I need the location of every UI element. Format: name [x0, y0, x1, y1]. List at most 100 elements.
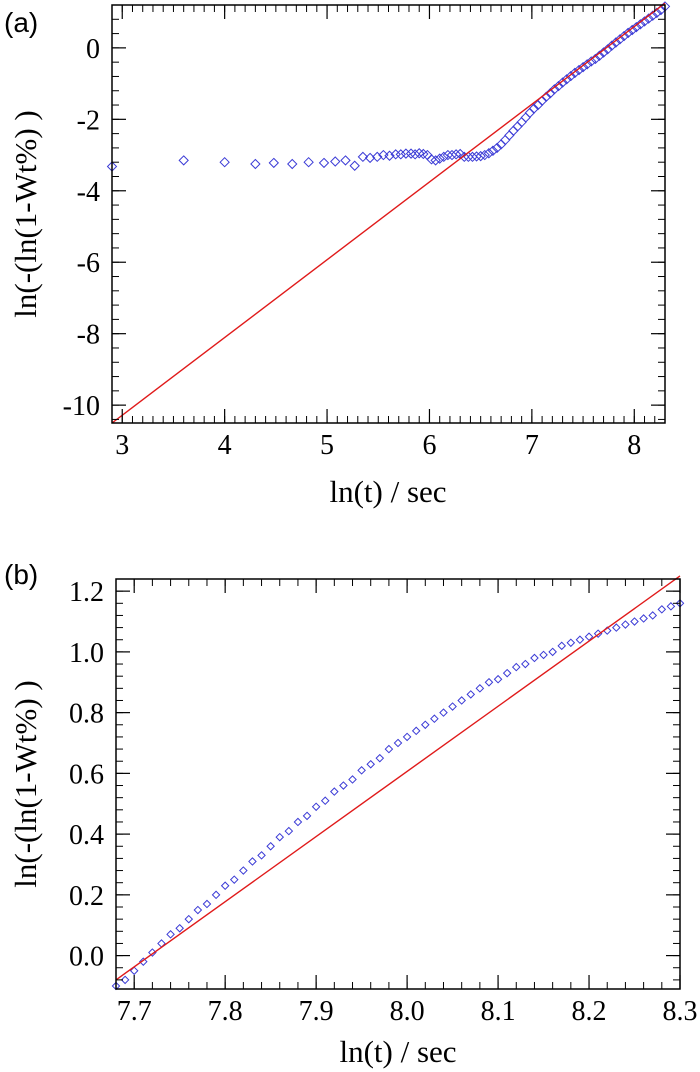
panel-b-data-point	[384, 744, 394, 754]
panel-b-data-point	[293, 817, 303, 827]
panel-b-data-point	[393, 738, 403, 748]
panel-a-data-point	[549, 84, 560, 95]
panel-a-data-point	[219, 156, 230, 168]
panel-b-data-point	[129, 966, 139, 976]
panel-b-data-point	[330, 787, 339, 796]
panel-b-ticks: 7.7 7.8 7.9 8.0 8.1 8.2 8.3 1.2 1.0 0.8 0.6 0.4 0.2 0…	[69, 577, 698, 1027]
panel-a-data-point	[577, 61, 589, 73]
panel-a-data-point	[303, 156, 314, 168]
panel-b-data-point	[211, 890, 221, 900]
panel-b-data-point	[575, 635, 585, 645]
y-tick-label: 0.2	[69, 881, 104, 912]
panel-a-data-point	[378, 149, 389, 161]
panel-a-data-point	[395, 149, 406, 160]
panel-b-data-point	[239, 866, 248, 875]
y-tick-label: -2	[77, 105, 100, 136]
panel-a: (a) 3 4 5 6 7 8 0 -2 -4 -6 -8 -10 ln(t) / sec ln(-(…	[4, 1, 671, 509]
panel-a-data-point	[606, 40, 617, 51]
y-tick-label: -4	[77, 177, 100, 208]
panel-a-data-point	[446, 149, 458, 161]
panel-a-data-point	[602, 44, 613, 55]
panel-b-data-point	[375, 753, 385, 763]
x-tick-label: 8.2	[572, 996, 607, 1027]
panel-a-data-point	[508, 125, 519, 136]
panel-a-data-point	[590, 53, 601, 65]
x-tick-label: 7.8	[208, 996, 243, 1027]
x-tick-label: 6	[422, 430, 436, 461]
panel-b-data-point	[339, 781, 348, 790]
panel-a-data-point	[520, 112, 531, 123]
panel-b-marks	[111, 575, 685, 991]
panel-a-data-point	[414, 148, 425, 159]
y-tick-label: -8	[77, 320, 100, 351]
panel-a-data-point	[372, 151, 383, 163]
panel-a-data-point	[400, 148, 412, 159]
panel-b-data-point	[257, 851, 266, 860]
x-tick-label: 8.3	[663, 996, 698, 1027]
panel-b-data-point	[430, 714, 439, 724]
panel-b-xlabel: ln(t) / sec	[339, 1034, 456, 1069]
panel-a-data-point	[418, 148, 429, 160]
panel-a-data-point	[614, 34, 626, 45]
panel-b-data-point	[175, 923, 184, 933]
panel-a-data-point	[598, 47, 609, 58]
panel-b-fit-line	[115, 575, 681, 981]
panel-b-data-point	[348, 775, 357, 784]
panel-b-data-point	[320, 796, 330, 806]
x-tick-label: 7	[525, 430, 539, 461]
panel-b-data-point	[302, 811, 312, 821]
panel-a-data-point	[318, 157, 330, 169]
panel-b-data-point	[357, 766, 366, 775]
panel-b-data-point	[493, 674, 503, 684]
panel-b-data-point	[184, 914, 194, 924]
panel-a-data-point	[340, 155, 351, 166]
panel-a-data-point	[631, 21, 642, 33]
panel-b-data-point	[366, 759, 376, 769]
x-tick-label: 4	[218, 430, 232, 461]
panel-b-data-point	[548, 647, 557, 657]
panel-b-data-point	[530, 653, 539, 663]
y-tick-label: 1.0	[69, 638, 104, 669]
panel-a-data-point	[438, 151, 450, 163]
panel-b-data-point	[284, 826, 294, 836]
panel-a-data-point	[287, 158, 298, 170]
panel-a-data-point	[569, 67, 581, 79]
y-tick-label: 1.2	[69, 577, 104, 608]
panel-a-fit-line	[111, 2, 666, 424]
panel-a-data-point	[268, 157, 280, 169]
panel-b-data-point	[621, 620, 630, 629]
panel-b-data-point	[166, 930, 175, 939]
panel-a-data-point	[618, 30, 630, 42]
panel-a-data-point	[471, 151, 482, 162]
panel-a-data-point	[639, 16, 650, 27]
panel-a-data-point	[557, 77, 568, 88]
panel-b-data-point	[248, 857, 257, 866]
panel-b-data-point	[630, 617, 639, 626]
panel-a-data-point	[581, 59, 593, 70]
panel-a-data-point	[483, 148, 495, 159]
panel-a-marks	[106, 1, 671, 424]
panel-a-data-point	[610, 37, 622, 48]
panel-a-data-point	[512, 121, 523, 132]
x-tick-label: 8.1	[481, 996, 516, 1027]
panel-a-data-point	[409, 149, 421, 160]
panel-a-data-point	[479, 149, 490, 161]
panel-a-data-point	[553, 80, 564, 92]
panel-a-data-point	[434, 153, 445, 164]
panel-a-data-point	[627, 24, 638, 36]
panel-b-data-point	[439, 708, 448, 717]
panel-a-data-point	[565, 70, 576, 82]
panel-b-data-point	[202, 899, 212, 909]
panel-a-data-point	[594, 50, 605, 61]
panel-b: (b) 7.7 7.8 7.9 8.0 8.1 8.2 8.3 1.2 1.0 0.8 0.6 0.4…	[4, 559, 698, 1069]
panel-a-data-point	[390, 149, 401, 160]
panel-b-data-point	[639, 614, 648, 623]
panel-a-data-point	[405, 148, 417, 159]
panel-b-label: (b)	[4, 559, 38, 590]
panel-b-data-point	[193, 905, 203, 915]
panel-b-data-point	[120, 975, 130, 985]
panel-a-data-point	[330, 156, 341, 167]
panel-a-data-point	[442, 149, 454, 161]
panel-a-xlabel: ln(t) / sec	[329, 474, 446, 509]
